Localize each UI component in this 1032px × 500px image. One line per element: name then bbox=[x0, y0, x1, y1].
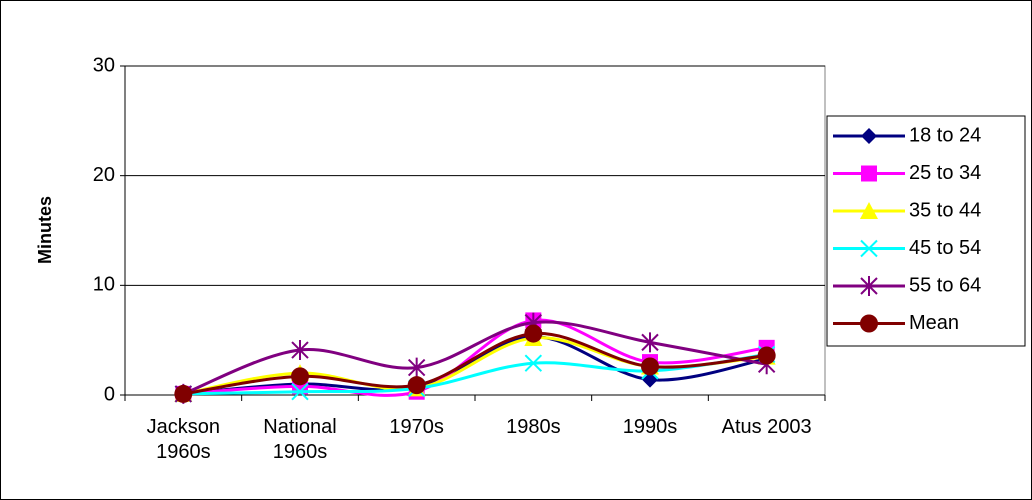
y-tick-label: 20 bbox=[93, 164, 115, 186]
legend-label: 18 to 24 bbox=[909, 124, 981, 146]
legend-label: 25 to 34 bbox=[909, 162, 981, 184]
marker bbox=[861, 165, 877, 182]
x-tick-label: 1970s bbox=[389, 416, 444, 438]
x-tick-label: Atus 2003 bbox=[721, 416, 812, 438]
marker bbox=[860, 202, 878, 219]
marker bbox=[407, 376, 426, 395]
legend-label: 35 to 44 bbox=[909, 199, 981, 221]
y-tick-label: 10 bbox=[93, 274, 115, 296]
legend-label: 45 to 54 bbox=[909, 237, 981, 259]
series-line bbox=[183, 352, 767, 396]
x-tick-label: Jackson 1960s bbox=[146, 416, 221, 463]
marker bbox=[524, 354, 543, 372]
marker bbox=[174, 384, 193, 403]
marker bbox=[757, 346, 776, 365]
marker bbox=[524, 324, 543, 343]
marker bbox=[861, 128, 877, 144]
marker bbox=[641, 332, 659, 353]
series-line bbox=[183, 335, 767, 396]
y-tick-label: 30 bbox=[93, 54, 115, 76]
legend-label: 55 to 64 bbox=[909, 274, 981, 296]
marker bbox=[291, 367, 309, 386]
y-tick-label: 0 bbox=[104, 383, 115, 405]
legend-label: Mean bbox=[909, 312, 959, 334]
x-tick-label: National 1960s bbox=[263, 416, 337, 463]
marker bbox=[860, 314, 878, 333]
legend-box bbox=[826, 115, 1026, 347]
marker bbox=[407, 357, 426, 378]
marker bbox=[641, 357, 659, 376]
marker bbox=[291, 340, 309, 361]
series-line bbox=[182, 320, 767, 396]
marker bbox=[860, 239, 878, 258]
y-axis-label: Minutes bbox=[35, 196, 55, 264]
x-tick-label: 1980s bbox=[506, 416, 561, 438]
marker bbox=[860, 276, 878, 296]
x-tick-label: 1990s bbox=[622, 416, 678, 438]
marker bbox=[291, 383, 309, 401]
